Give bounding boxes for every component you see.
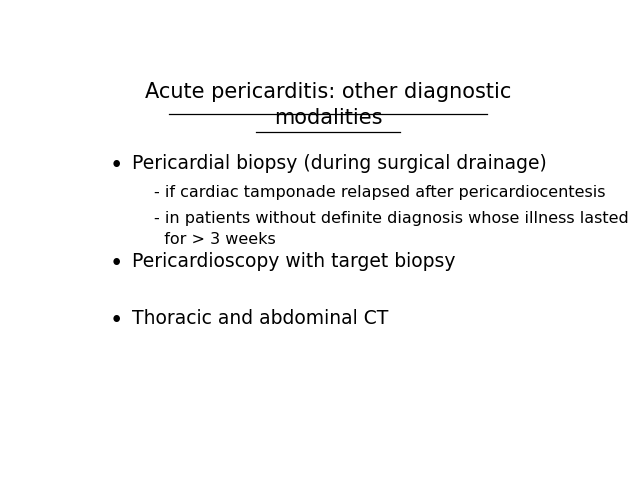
Text: - in patients without definite diagnosis whose illness lasted
  for > 3 weeks: - in patients without definite diagnosis… xyxy=(154,211,629,247)
Text: Pericardial biopsy (during surgical drainage): Pericardial biopsy (during surgical drai… xyxy=(132,154,547,173)
Text: Pericardioscopy with target biopsy: Pericardioscopy with target biopsy xyxy=(132,252,456,271)
Text: - if cardiac tamponade relapsed after pericardiocentesis: - if cardiac tamponade relapsed after pe… xyxy=(154,185,606,200)
Text: Thoracic and abdominal CT: Thoracic and abdominal CT xyxy=(132,309,388,328)
Text: •: • xyxy=(110,309,123,332)
Text: •: • xyxy=(110,252,123,275)
Text: •: • xyxy=(110,154,123,177)
Text: Acute pericarditis: other diagnostic
modalities: Acute pericarditis: other diagnostic mod… xyxy=(145,82,511,128)
